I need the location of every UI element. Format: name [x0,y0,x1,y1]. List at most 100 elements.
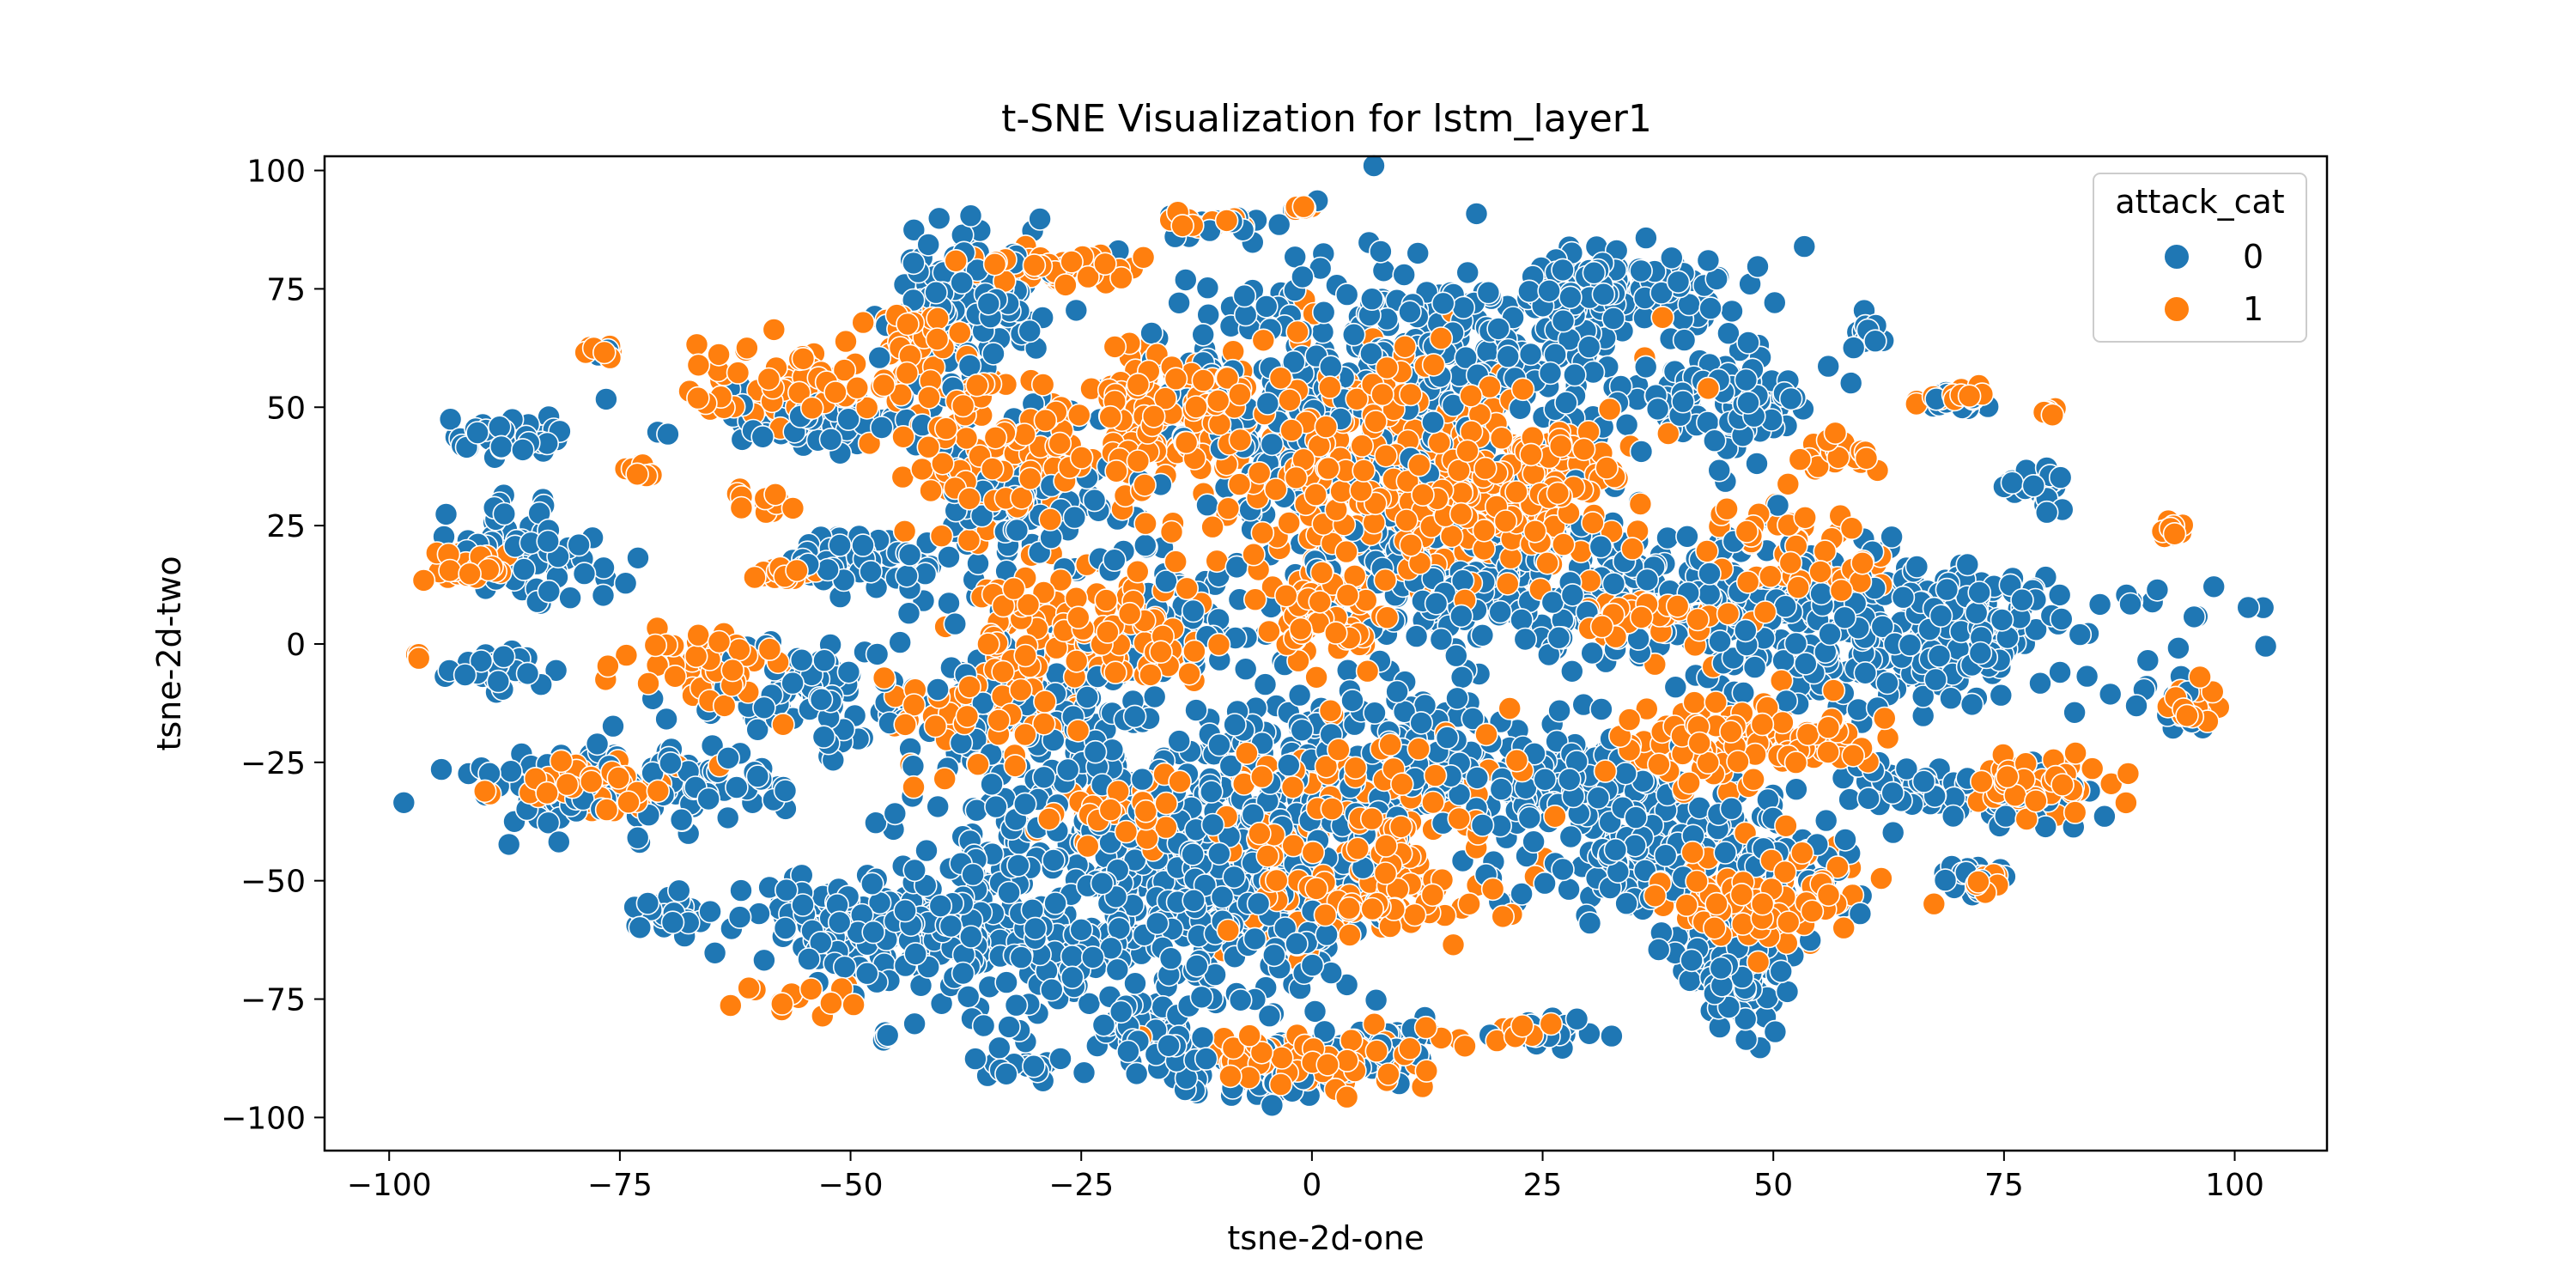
point-series-0 [669,807,694,832]
point-series-0 [1369,240,1393,264]
point-series-0 [2000,471,2025,495]
point-series-0 [2068,623,2093,647]
point-series-0 [870,416,894,440]
point-series-0 [865,642,890,666]
point-series-0 [949,731,974,756]
point-series-0 [1253,672,1278,696]
point-series-0 [1334,283,1359,307]
point-series-0 [1082,488,1107,513]
point-series-0 [896,601,921,626]
point-series-0 [1720,299,1744,324]
point-series-0 [1935,577,1959,602]
point-series-0 [1713,841,1737,865]
point-series-0 [927,206,951,231]
point-series-0 [1060,945,1084,969]
point-series-1 [1030,373,1055,397]
point-series-0 [1139,321,1163,345]
point-series-1 [1869,866,1893,890]
point-series-0 [1558,824,1583,849]
point-series-0 [1546,625,1571,650]
point-series-0 [1048,1047,1072,1071]
point-series-0 [601,714,625,738]
point-series-0 [2087,592,2112,617]
point-series-0 [1392,263,1416,287]
point-series-0 [864,811,888,835]
point-series-1 [1841,744,1865,768]
point-series-0 [729,878,753,902]
point-series-0 [1794,652,1818,676]
point-series-0 [1486,317,1510,341]
point-series-0 [812,648,836,673]
point-series-0 [1967,580,1991,605]
point-series-0 [715,805,740,830]
point-series-0 [512,557,537,581]
point-series-0 [1533,871,1557,896]
point-series-0 [1964,600,1989,625]
point-series-0 [902,858,927,883]
point-series-0 [1941,804,1965,829]
point-series-0 [1856,787,1880,811]
point-series-0 [487,415,512,440]
point-series-0 [966,551,990,576]
point-series-0 [1174,268,1198,292]
point-series-1 [406,646,431,671]
point-series-0 [2010,587,2034,612]
point-series-0 [1560,659,1584,683]
point-series-0 [867,345,891,370]
point-series-1 [834,329,858,354]
point-series-0 [1586,786,1611,811]
point-series-0 [809,687,834,712]
point-series-0 [1406,241,1430,265]
point-series-0 [1167,290,1191,315]
point-series-0 [1233,657,1258,682]
point-series-0 [1955,552,1980,577]
point-series-0 [916,233,940,257]
point-series-0 [1841,336,1866,360]
point-series-0 [1133,533,1157,557]
point-series-0 [489,434,513,459]
point-series-0 [2236,595,2260,620]
point-series-0 [818,427,843,452]
point-series-0 [2075,664,2099,689]
point-series-0 [1260,1093,1285,1118]
point-series-0 [1589,534,1613,559]
point-series-0 [937,591,961,616]
point-series-0 [626,545,650,570]
point-series-0 [1557,877,1581,902]
point-series-0 [1334,973,1359,997]
point-series-0 [1564,1006,1589,1031]
point-series-0 [1624,805,1648,829]
point-series-0 [860,872,884,896]
point-series-0 [1745,452,1769,476]
point-series-0 [1449,665,1474,690]
point-series-0 [1769,959,1793,984]
point-series-0 [750,424,775,449]
point-series-0 [492,501,517,526]
point-series-0 [1455,260,1479,285]
point-series-0 [1158,946,1183,970]
point-series-0 [1680,948,1704,973]
point-series-0 [544,658,568,683]
point-series-0 [851,533,875,557]
point-series-0 [1853,660,1878,685]
point-series-1 [1480,877,1505,902]
point-series-0 [1081,945,1105,969]
point-series-0 [1167,729,1191,753]
point-series-0 [1232,283,1257,308]
point-series-0 [1364,987,1388,1012]
point-series-0 [2202,574,2226,599]
point-series-0 [1891,585,1916,610]
point-series-0 [1116,1039,1140,1064]
point-series-0 [1055,757,1080,782]
point-series-0 [1444,643,1468,668]
point-series-0 [1603,837,1628,862]
point-series-0 [774,878,799,902]
point-series-0 [1154,569,1178,593]
point-series-1 [892,519,917,544]
point-series-0 [1927,644,1952,668]
point-series-0 [1601,572,1626,596]
point-series-0 [2047,583,2072,607]
point-series-0 [1196,302,1220,327]
point-series-0 [1190,1025,1215,1050]
point-series-0 [1614,891,1638,915]
